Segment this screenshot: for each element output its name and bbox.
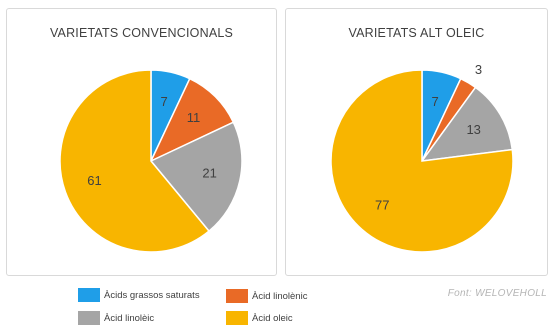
legend-label-linolenic: Àcid linolènic xyxy=(252,291,308,302)
legend-label-oleic: Àcid oleic xyxy=(252,313,293,324)
legend-label-saturated: Àcids grassos saturats xyxy=(104,290,200,301)
legend-label-linoleic: Àcid linolèic xyxy=(104,313,155,324)
pie-slice-acid-linoleic xyxy=(149,121,243,233)
chart-panel-high-oleic: VARIETATS ALT OLEIC 7 3 13 77 xyxy=(285,8,548,276)
pie-slice-acid-linoleic xyxy=(420,86,514,162)
pie-slice-acid-oleic xyxy=(59,69,211,253)
chart-title-conventional: VARIETATS CONVENCIONALS xyxy=(49,26,234,40)
pie-chart-conventional: 7 11 21 61 xyxy=(59,69,243,253)
data-label-acid-oleic: 61 xyxy=(87,173,101,188)
legend-swatch-linolenic xyxy=(226,289,248,303)
legend-swatch-oleic xyxy=(226,311,248,325)
data-label-acids-grassos-saturats: 7 xyxy=(431,94,438,109)
chart-panel-conventional: VARIETATS CONVENCIONALS 7 11 21 61 xyxy=(6,8,277,276)
data-label-acid-linolenic: 3 xyxy=(475,62,482,77)
data-label-acid-linoleic: 13 xyxy=(466,122,480,137)
pie-chart-high-oleic: 7 3 13 77 xyxy=(330,62,514,253)
chart-title-high-oleic: VARIETATS ALT OLEIC xyxy=(348,26,485,40)
source-note: Font: WELOVEHOLL xyxy=(447,288,547,299)
data-label-acid-oleic: 77 xyxy=(375,197,389,212)
data-label-acid-linolenic: 11 xyxy=(187,110,201,125)
data-label-acids-grassos-saturats: 7 xyxy=(160,94,167,109)
data-label-acid-linoleic: 21 xyxy=(202,166,216,181)
legend-swatch-saturated xyxy=(78,288,100,302)
pie-slice-acid-oleic xyxy=(330,69,514,253)
legend-swatch-linoleic xyxy=(78,311,100,325)
